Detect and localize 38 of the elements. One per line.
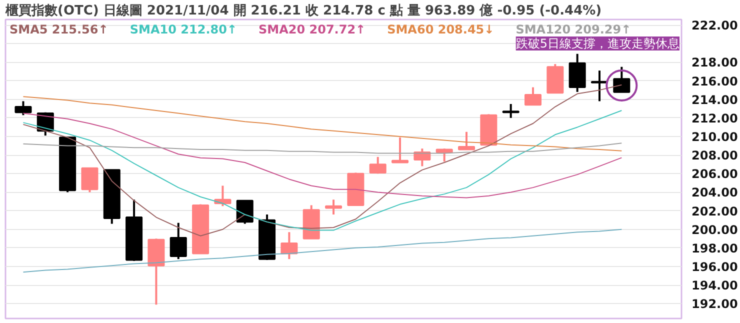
- y-tick-label: 198.00: [692, 241, 738, 256]
- candlestick: [81, 167, 98, 194]
- y-tick-label: 210.00: [692, 130, 738, 144]
- y-tick-label: 206.00: [692, 167, 738, 182]
- candlestick: [502, 103, 520, 119]
- y-tick-label: 200.00: [692, 222, 738, 237]
- text: SMA120 209.29↑: [516, 22, 632, 36]
- candlestick: [14, 100, 32, 116]
- y-tick-label: 214.00: [692, 92, 738, 107]
- y-tick-label: 202.00: [692, 204, 738, 218]
- y-tick-label: 222.00: [692, 18, 738, 33]
- y-tick-label: 204.00: [692, 186, 738, 200]
- annotation: 跌破5日線支撐，進攻走勢休息: [516, 36, 680, 50]
- candlestick: [170, 222, 187, 260]
- candlestick: [280, 231, 298, 260]
- text: SMA60 208.45↓: [387, 22, 494, 36]
- y-tick-label: 208.00: [692, 148, 738, 163]
- y-tick-label: 212.00: [692, 111, 738, 126]
- y-tick-label: 218.00: [692, 56, 738, 70]
- text: SMA20 207.72↑: [258, 22, 366, 36]
- candlestick: [369, 156, 386, 175]
- line-series: [22, 228, 622, 273]
- y-tick-label: 194.00: [692, 278, 738, 293]
- candlestick: [236, 200, 254, 225]
- y-tick-label: 196.00: [692, 260, 738, 274]
- candlestick: [613, 66, 630, 94]
- text: SMA10 212.80↑: [130, 22, 238, 36]
- line-series: [22, 110, 622, 231]
- text: SMA5 215.56↑: [10, 22, 108, 36]
- candlestick: [590, 70, 608, 102]
- candlestick: [392, 136, 409, 164]
- line-series: [22, 96, 622, 152]
- y-tick-label: 192.00: [692, 297, 738, 312]
- candlestick: [325, 198, 342, 216]
- candlestick: [524, 86, 542, 106]
- y-tick-label: 216.00: [692, 74, 738, 88]
- candlestick: [458, 130, 476, 150]
- chart-title: 櫃買指數(OTC) 日線圖 2021/11/04 開 216.21 收 214.78 c 點 量 963.89 億 -0.95 (-0.44%): [4, 2, 602, 18]
